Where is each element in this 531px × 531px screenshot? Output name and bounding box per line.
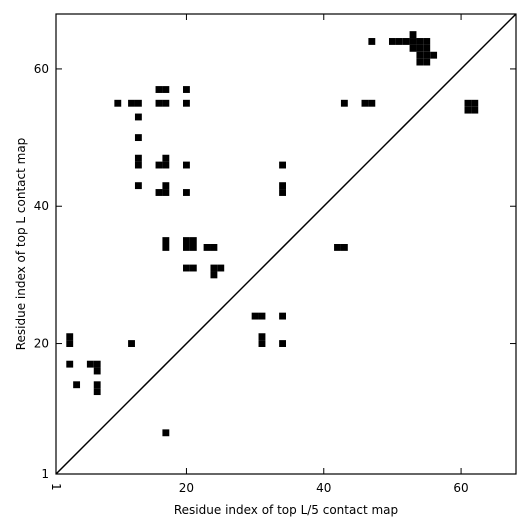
y-tick-label-0: 1 xyxy=(41,467,49,481)
contact-cell-top-l-24 xyxy=(279,189,286,196)
contact-cells xyxy=(66,31,479,437)
contact-cell-top-l-45 xyxy=(279,340,286,347)
contact-cell-top-l-54 xyxy=(93,381,101,389)
contact-cell-top-l-36 xyxy=(189,264,197,272)
plot-frame xyxy=(55,13,517,475)
contact-cell-top-l-32 xyxy=(210,244,218,251)
contact-cell-top-l-37 xyxy=(210,264,218,272)
contact-cell-top-l-31 xyxy=(203,244,211,251)
contact-cell-top-l-44 xyxy=(258,340,266,347)
contact-cell-top-l-21 xyxy=(155,189,163,196)
contact-cell-top-l-8 xyxy=(183,99,190,107)
contact-cell-top-l-4 xyxy=(128,99,135,107)
contact-cell-top-l5-13 xyxy=(430,51,438,59)
contact-cell-top-l-49 xyxy=(66,360,74,368)
contact-cell-top-l-23 xyxy=(183,189,190,196)
contact-cell-top-l-9 xyxy=(134,113,142,121)
contact-cell-top-l5-12 xyxy=(423,51,431,59)
contact-cell-top-l-26 xyxy=(183,237,190,244)
contact-cell-top-l-43 xyxy=(258,333,266,341)
contact-cell-top-l-10 xyxy=(134,134,142,142)
contact-cell-top-l-42 xyxy=(279,312,286,320)
contact-cell-top-l-48 xyxy=(128,340,135,347)
contact-cell-top-l-18 xyxy=(134,182,142,190)
contact-cell-top-l-51 xyxy=(93,360,101,368)
contact-cell-top-l-35 xyxy=(183,264,190,272)
contact-cell-top-l5-20 xyxy=(471,99,479,107)
contact-cell-top-l5-16 xyxy=(340,99,348,107)
contact-cell-top-l-22 xyxy=(162,189,170,196)
contact-cell-top-l-46 xyxy=(66,333,74,341)
contact-cell-top-l-52 xyxy=(93,367,101,375)
x-axis-label: Residue index of top L/5 contact map xyxy=(174,503,398,517)
contact-cell-top-l5-7 xyxy=(423,38,431,45)
contact-cell-top-l-33 xyxy=(334,244,341,251)
contact-cell-top-l-7 xyxy=(162,99,170,107)
contact-cell-top-l-2 xyxy=(183,86,190,93)
contact-cell-top-l-1 xyxy=(162,86,170,93)
contact-cell-top-l5-14 xyxy=(416,58,424,66)
contact-cell-top-l5-21 xyxy=(464,106,472,114)
contact-cell-top-l5-17 xyxy=(361,99,369,107)
contact-cell-top-l-29 xyxy=(183,244,190,251)
contact-cell-top-l-53 xyxy=(73,381,81,389)
contact-cell-top-l-56 xyxy=(162,429,170,437)
diagonal-line xyxy=(55,13,517,475)
y-tick-label-3: 60 xyxy=(34,62,49,76)
contact-cell-top-l-34 xyxy=(340,244,348,251)
contact-cell-top-l-50 xyxy=(86,360,94,368)
contact-cell-top-l-39 xyxy=(210,271,218,279)
contact-cell-top-l5-8 xyxy=(409,44,417,52)
contact-cell-top-l5-10 xyxy=(423,44,431,52)
contact-cell-top-l-38 xyxy=(217,264,225,272)
contact-cell-top-l-25 xyxy=(162,237,170,244)
contact-cell-top-l-20 xyxy=(279,182,286,190)
contact-cell-top-l-19 xyxy=(162,182,170,190)
contact-cell-top-l5-22 xyxy=(471,106,479,114)
x-tick-label-2: 40 xyxy=(316,481,331,495)
contact-cell-top-l-12 xyxy=(134,161,142,169)
contact-cell-top-l-41 xyxy=(258,312,266,320)
contact-cell-top-l-47 xyxy=(66,340,74,347)
x-tick-label-0: 1 xyxy=(49,483,63,491)
contact-cell-top-l-14 xyxy=(155,161,163,169)
y-tick-label-2: 40 xyxy=(34,199,49,213)
y-tick-label-1: 20 xyxy=(34,337,49,351)
contact-cell-top-l5-0 xyxy=(368,38,376,45)
contact-cell-top-l-0 xyxy=(155,86,163,93)
contact-cell-top-l-16 xyxy=(183,161,190,169)
x-tick-label-3: 60 xyxy=(453,481,468,495)
contact-cell-top-l-55 xyxy=(93,388,101,396)
contact-cell-top-l-27 xyxy=(189,237,197,244)
contact-cell-top-l5-4 xyxy=(409,38,417,45)
contact-cell-top-l5-2 xyxy=(395,38,403,45)
contact-cell-top-l-15 xyxy=(162,161,170,169)
contact-cell-top-l-40 xyxy=(251,312,259,320)
y-axis-label: Residue index of top L contact map xyxy=(14,138,28,351)
contact-cell-top-l5-5 xyxy=(409,31,417,39)
axis-ticks: 1 20 40 60 1 20 40 60 xyxy=(34,14,516,495)
contact-cell-top-l5-3 xyxy=(402,38,410,45)
contact-cell-top-l-17 xyxy=(279,161,286,169)
contact-cell-top-l-3 xyxy=(114,99,122,107)
contact-cell-top-l-5 xyxy=(134,99,142,107)
contact-cell-top-l5-19 xyxy=(464,99,472,107)
contact-cell-top-l5-6 xyxy=(416,38,424,45)
contact-cell-top-l5-15 xyxy=(423,58,431,66)
contact-cell-top-l5-11 xyxy=(416,51,424,59)
x-tick-label-1: 20 xyxy=(179,481,194,495)
contact-cell-top-l-6 xyxy=(155,99,163,107)
contact-cell-top-l-30 xyxy=(189,244,197,251)
contact-cell-top-l-11 xyxy=(134,154,142,162)
contact-cell-top-l5-18 xyxy=(368,99,376,107)
contact-cell-top-l-13 xyxy=(162,154,170,162)
contact-cell-top-l5-1 xyxy=(388,38,396,45)
contact-cell-top-l5-9 xyxy=(416,44,424,52)
contact-cell-top-l-28 xyxy=(162,244,170,251)
